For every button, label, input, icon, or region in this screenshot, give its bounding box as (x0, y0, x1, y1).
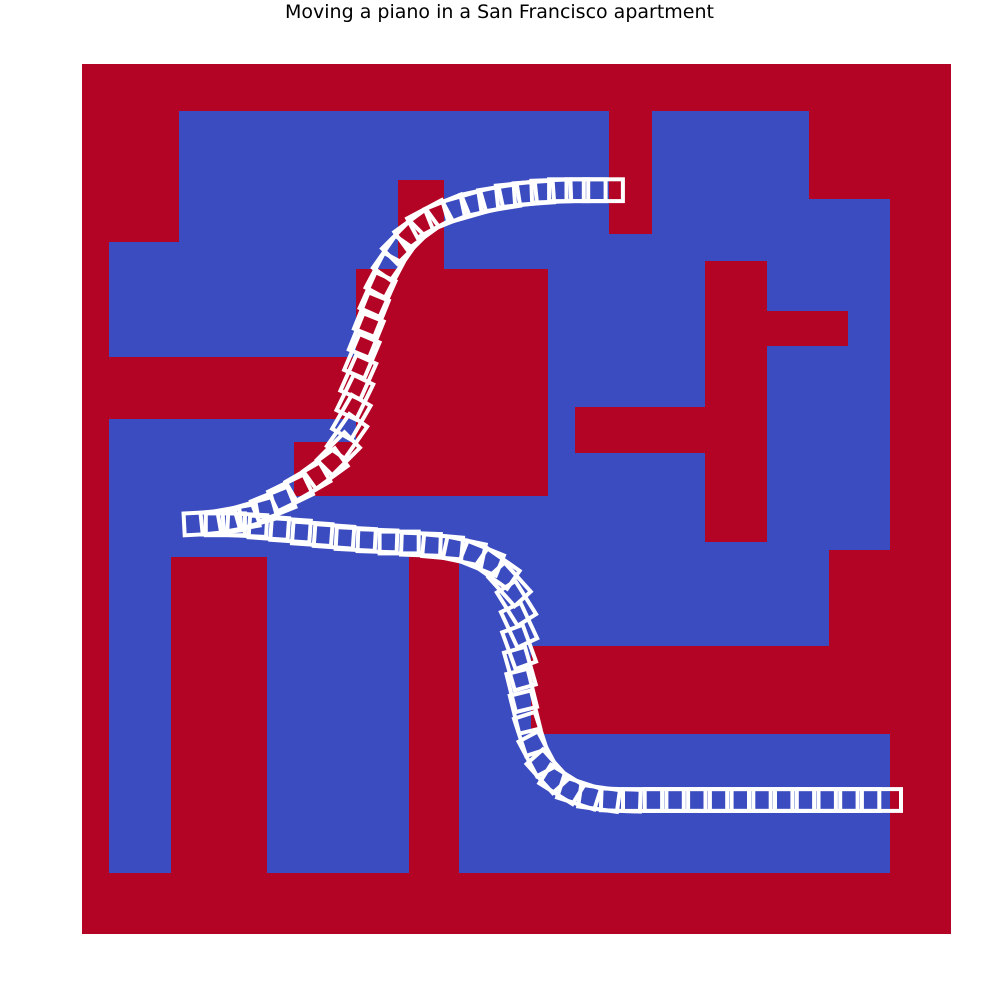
wall-region (409, 565, 459, 873)
piano-outline (729, 787, 773, 813)
piano-outline (554, 774, 604, 813)
piano-outline (794, 787, 838, 813)
piano-outline (664, 787, 708, 813)
piano-outline (642, 787, 686, 813)
free-space-region (179, 111, 609, 242)
piano-outline (311, 522, 357, 551)
piano-outline (300, 445, 351, 492)
wall-region (767, 311, 848, 346)
piano-outline (333, 524, 378, 554)
piano-outline (289, 519, 335, 549)
wall-region (829, 550, 890, 646)
piano-outline (751, 787, 795, 813)
piano-outline (507, 688, 543, 737)
piano-outline (816, 787, 860, 813)
wall-region (531, 646, 890, 734)
wall-region (109, 357, 294, 419)
free-space-region (267, 557, 409, 873)
wall-region (705, 261, 767, 542)
free-space-region (109, 557, 171, 873)
piano-outline (773, 787, 817, 813)
chart-title: Moving a piano in a San Francisco apartm… (285, 1, 714, 23)
piano-trajectory (181, 177, 904, 815)
free-space-region (652, 111, 809, 234)
wall-region (575, 407, 705, 453)
piano-outline (246, 513, 292, 543)
wall-region (171, 557, 267, 854)
piano-outline (686, 787, 730, 813)
piano-outline (838, 787, 882, 813)
piano-outline (268, 515, 313, 545)
free-space-region (609, 234, 809, 250)
piano-outline (707, 787, 752, 813)
piano-outline (224, 511, 270, 540)
piano-outline (621, 787, 665, 813)
piano-outline (503, 666, 540, 715)
piano-outline (859, 787, 904, 813)
free-space-region (459, 550, 829, 646)
wall-region (809, 111, 890, 199)
